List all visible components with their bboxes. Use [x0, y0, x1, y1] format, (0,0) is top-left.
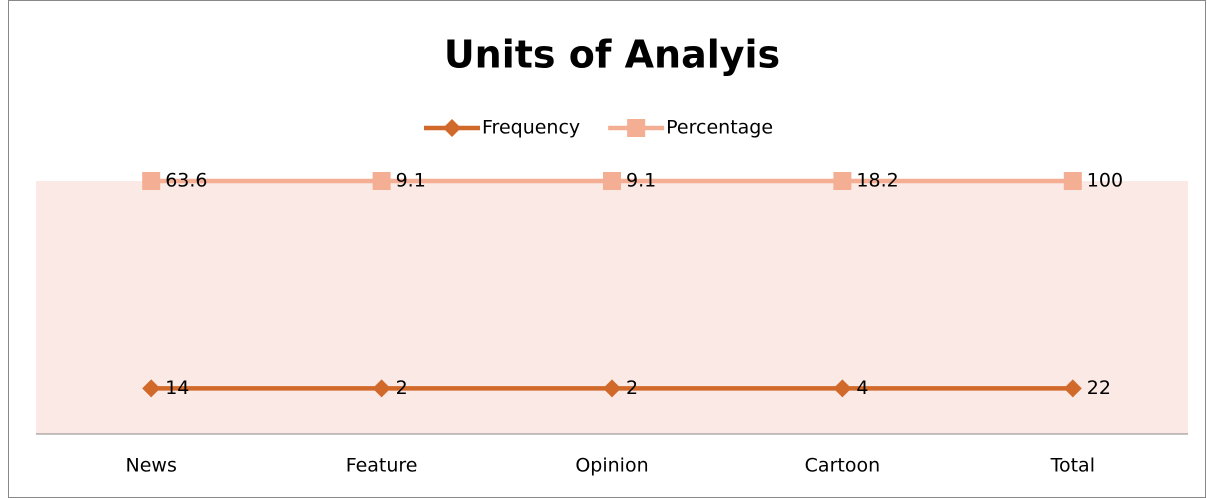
chart-title: Units of Analyis: [444, 33, 780, 77]
x-tick-label: News: [126, 455, 177, 477]
data-point: [142, 172, 161, 190]
data-point: [372, 172, 391, 190]
x-tick-label: Total: [1050, 455, 1095, 477]
data-point: [833, 379, 852, 398]
data-point: [1063, 379, 1082, 398]
x-tick-label: Feature: [346, 455, 418, 477]
legend-marker: [443, 119, 461, 137]
data-point: [372, 379, 391, 398]
data-label: 9.1: [626, 170, 656, 192]
data-label: 100: [1087, 170, 1123, 192]
legend-label: Frequency: [482, 117, 580, 139]
data-point: [833, 172, 852, 190]
data-point: [603, 172, 621, 190]
data-point: [1063, 172, 1082, 190]
x-tick-label: Opinion: [575, 455, 648, 477]
data-label: 4: [856, 377, 868, 399]
legend-marker: [627, 119, 646, 137]
data-label: 2: [396, 377, 408, 399]
data-label: 63.6: [165, 170, 207, 192]
data-label: 9.1: [396, 170, 426, 192]
data-label: 14: [165, 377, 189, 399]
legend-label: Percentage: [666, 117, 773, 139]
data-point: [603, 379, 621, 398]
data-label: 18.2: [856, 170, 898, 192]
x-tick-label: Cartoon: [805, 455, 880, 477]
data-label: 2: [626, 377, 638, 399]
data-point: [142, 379, 161, 398]
data-label: 22: [1087, 377, 1111, 399]
